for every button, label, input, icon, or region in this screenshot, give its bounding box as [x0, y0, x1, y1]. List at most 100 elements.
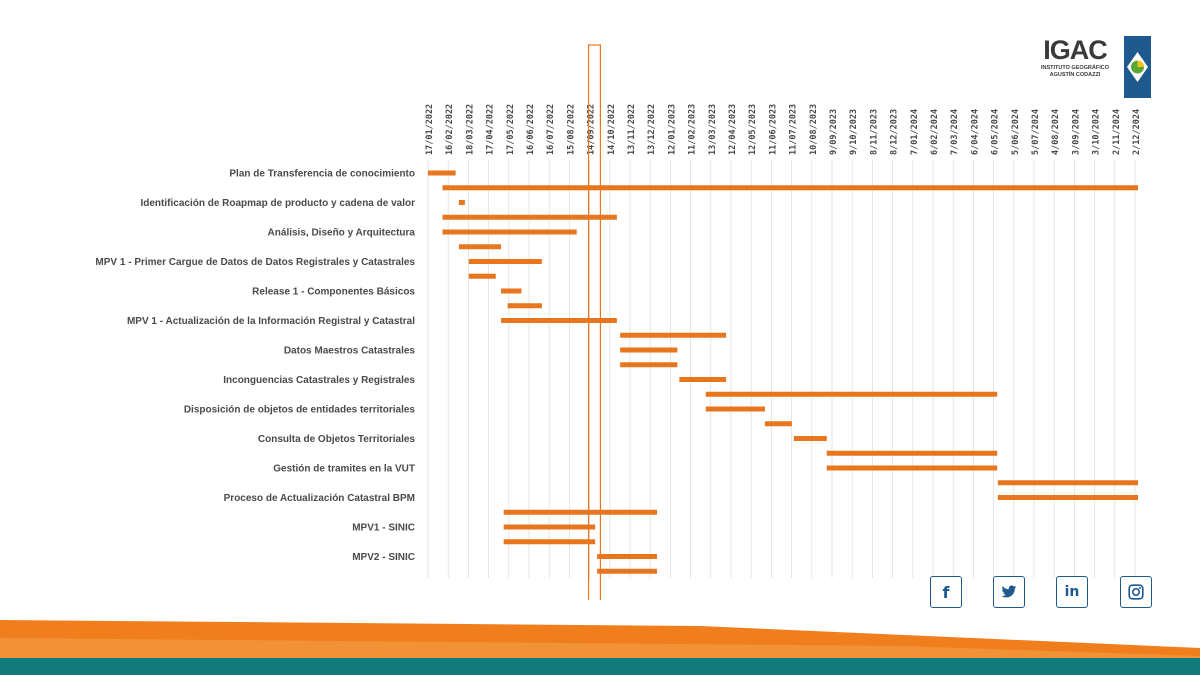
task-bar[interactable] — [458, 244, 502, 250]
task-label: MPV 1 - Primer Cargue de Datos de Datos … — [95, 257, 415, 268]
date-tick-label: 12/04/2023 — [728, 104, 738, 155]
task-label: Plan de Transferencia de conocimiento — [229, 169, 415, 180]
task-bar[interactable] — [705, 391, 998, 397]
task-bar[interactable] — [468, 259, 542, 264]
date-tick-label: 15/08/2022 — [566, 104, 576, 155]
date-tick-label: 13/11/2022 — [627, 104, 637, 155]
date-tick-label: 14/10/2022 — [607, 104, 617, 155]
task-bar[interactable] — [705, 406, 765, 412]
date-tick-label: 10/08/2023 — [809, 104, 819, 155]
task-bar[interactable] — [597, 554, 657, 559]
date-tick-label: 16/02/2022 — [445, 104, 455, 155]
task-bar[interactable] — [501, 318, 617, 323]
task-bars — [428, 170, 1138, 574]
instagram-button[interactable] — [1120, 576, 1152, 608]
date-tick-label: 16/06/2022 — [526, 104, 536, 155]
task-bar[interactable] — [620, 332, 727, 338]
logo-wordmark: IGAC — [1043, 35, 1108, 65]
twitter-icon — [1001, 585, 1017, 598]
date-tick-label: 2/12/2024 — [1132, 109, 1142, 155]
twitter-button[interactable] — [993, 576, 1025, 608]
task-bar[interactable] — [503, 509, 657, 515]
gantt-grid — [427, 160, 1136, 578]
task-bar[interactable] — [597, 568, 657, 574]
instagram-icon — [1128, 584, 1144, 600]
date-tick-label: 3/09/2024 — [1071, 109, 1081, 155]
task-bar[interactable] — [997, 495, 1138, 500]
task-bar[interactable] — [442, 214, 617, 220]
task-labels: Plan de Transferencia de conocimiento Ide… — [95, 169, 415, 564]
date-tick-label: 9/09/2023 — [829, 109, 839, 155]
date-tick-label: 8/12/2023 — [890, 109, 900, 155]
task-bar[interactable] — [679, 377, 727, 382]
task-bar[interactable] — [501, 288, 522, 294]
logo-line-2: AGUSTÍN CODAZZI — [1049, 72, 1101, 78]
igac-logo[interactable]: IGAC INSTITUTO GEOGRÁFICO AGUSTÍN CODAZZ… — [1027, 35, 1151, 99]
igac-emblem-icon — [1124, 36, 1151, 98]
date-tick-label: 12/05/2023 — [748, 104, 758, 155]
task-label: MPV2 - SINIC — [352, 552, 415, 563]
date-axis: 17/01/2022 16/02/2022 18/03/2022 17/04/2022… — [425, 104, 1142, 155]
date-tick-label: 5/07/2024 — [1031, 109, 1041, 155]
task-bar[interactable] — [468, 273, 496, 279]
gantt-chart: 17/01/2022 16/02/2022 18/03/2022 17/04/2022… — [95, 44, 1142, 600]
date-tick-label: 16/07/2022 — [546, 104, 556, 155]
current-date-marker-layer — [587, 44, 602, 600]
linkedin-button[interactable]: in — [1056, 576, 1088, 608]
task-bar[interactable] — [620, 362, 678, 368]
date-tick-label: 11/07/2023 — [789, 104, 799, 155]
date-tick-label: 17/04/2022 — [486, 104, 496, 155]
task-bar[interactable] — [997, 480, 1138, 486]
date-tick-label: 9/10/2023 — [849, 109, 859, 155]
task-label: Análisis, Diseño y Arquitectura — [268, 228, 416, 239]
date-tick-label: 6/04/2024 — [970, 109, 980, 155]
task-label: Disposición de objetos de entidades terr… — [184, 405, 416, 416]
task-bar[interactable] — [507, 303, 542, 309]
date-tick-label: 6/02/2024 — [930, 109, 940, 155]
date-tick-label: 11/06/2023 — [768, 104, 778, 155]
task-label: Proceso de Actualización Catastral BPM — [224, 493, 415, 504]
date-tick-label: 6/05/2024 — [991, 109, 1001, 155]
date-tick-label: 18/03/2022 — [465, 104, 475, 155]
task-bar[interactable] — [442, 229, 577, 235]
date-tick-label: 14/09/2022 — [587, 104, 597, 155]
task-bar[interactable] — [826, 450, 998, 456]
task-label: Inconguencias Catastrales y Registrales — [223, 375, 415, 386]
logo-text: IGAC INSTITUTO GEOGRÁFICO AGUSTÍN CODAZZ… — [1027, 35, 1123, 79]
date-tick-label: 3/10/2024 — [1092, 109, 1102, 155]
logo-line-1: INSTITUTO GEOGRÁFICO — [1040, 65, 1110, 71]
current-date-marker — [587, 44, 602, 600]
task-bar[interactable] — [793, 436, 827, 441]
task-label: Consulta de Objetos Territoriales — [258, 434, 416, 445]
task-bar[interactable] — [503, 524, 596, 530]
date-tick-label: 8/11/2023 — [869, 109, 879, 155]
task-label: Datos Maestros Catastrales — [284, 346, 416, 357]
date-tick-label: 5/06/2024 — [1011, 109, 1021, 155]
facebook-button[interactable]: f — [930, 576, 962, 608]
date-tick-label: 11/02/2023 — [688, 104, 698, 155]
task-bar[interactable] — [620, 347, 678, 353]
task-bar[interactable] — [826, 465, 998, 471]
task-label: Release 1 - Componentes Básicos — [252, 287, 415, 298]
date-tick-label: 13/03/2023 — [708, 104, 718, 155]
task-label: Identificación de Roapmap de producto y … — [140, 198, 415, 209]
task-bar[interactable] — [503, 539, 596, 545]
task-bar[interactable] — [764, 421, 792, 427]
date-tick-label: 7/01/2024 — [910, 109, 920, 155]
date-tick-label: 4/08/2024 — [1051, 109, 1061, 155]
date-tick-label: 17/01/2022 — [425, 104, 435, 155]
facebook-icon: f — [942, 582, 950, 602]
date-tick-label: 12/01/2023 — [667, 104, 677, 155]
date-tick-label: 13/12/2022 — [647, 104, 657, 155]
task-bar[interactable] — [442, 185, 1138, 191]
date-tick-label: 7/03/2024 — [950, 109, 960, 155]
task-label: MPV 1 - Actualización de la Información … — [127, 316, 415, 327]
task-bar[interactable] — [458, 200, 465, 205]
date-tick-label: 2/11/2024 — [1112, 109, 1122, 155]
task-label: Gestión de tramites en la VUT — [273, 464, 415, 475]
footer-teal-strip — [0, 658, 1200, 675]
footer-band — [0, 620, 1200, 675]
date-tick-label: 17/05/2022 — [506, 104, 516, 155]
task-bar[interactable] — [428, 170, 456, 176]
